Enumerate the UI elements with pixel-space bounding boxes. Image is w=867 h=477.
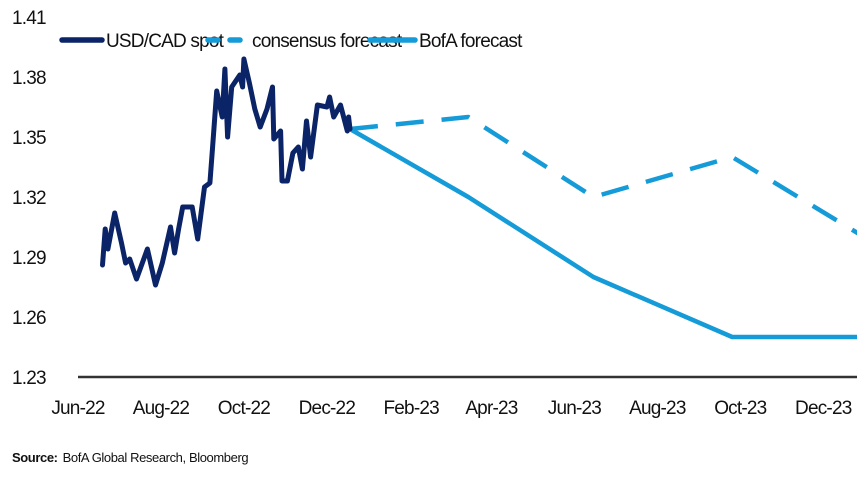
x-tick-label: Feb-23 <box>383 398 439 419</box>
x-tick-label: Apr-23 <box>465 398 517 419</box>
plot-area <box>100 56 857 340</box>
x-tick-label: Dec-23 <box>795 398 852 419</box>
y-axis-ticks: 1.41 1.38 1.35 1.32 1.29 1.26 1.23 <box>12 8 47 389</box>
x-tick-label: Dec-22 <box>299 398 356 419</box>
legend-label: consensus forecast <box>252 31 403 52</box>
y-tick-label: 1.32 <box>12 188 46 209</box>
x-tick-label: Aug-23 <box>629 398 686 419</box>
legend: USD/CAD spot consensus forecast BofA forec… <box>59 31 524 52</box>
source-label: Source: <box>12 450 58 465</box>
y-tick-label: 1.26 <box>12 308 46 329</box>
x-tick-label: Oct-23 <box>714 398 766 419</box>
series-line-usd-cad-spot <box>100 56 353 288</box>
y-tick-label: 1.38 <box>12 68 46 89</box>
x-tick-label: Aug-22 <box>133 398 190 419</box>
legend-label: BofA forecast <box>419 31 523 52</box>
y-tick-label: 1.41 <box>12 8 46 29</box>
y-tick-label: 1.29 <box>12 248 46 269</box>
x-axis-ticks: Jun-22 Aug-22 Oct-22 Dec-22 Feb-23 Apr-23 Jun-… <box>51 398 852 419</box>
series-line-consensus-forecast <box>349 114 857 236</box>
x-tick-label: Jun-22 <box>51 398 105 419</box>
legend-label: USD/CAD spot <box>106 31 225 52</box>
y-tick-label: 1.35 <box>12 128 46 149</box>
x-tick-label: Jun-23 <box>548 398 602 419</box>
x-tick-label: Oct-22 <box>218 398 270 419</box>
y-tick-label: 1.23 <box>12 368 46 389</box>
svg-text:Source:BofA Global Research, B: Source: BofA Global Research, Bloomberg <box>12 450 248 465</box>
series-line-bofa-forecast <box>347 126 857 340</box>
source-text: BofA Global Research, Bloomberg <box>63 450 249 465</box>
